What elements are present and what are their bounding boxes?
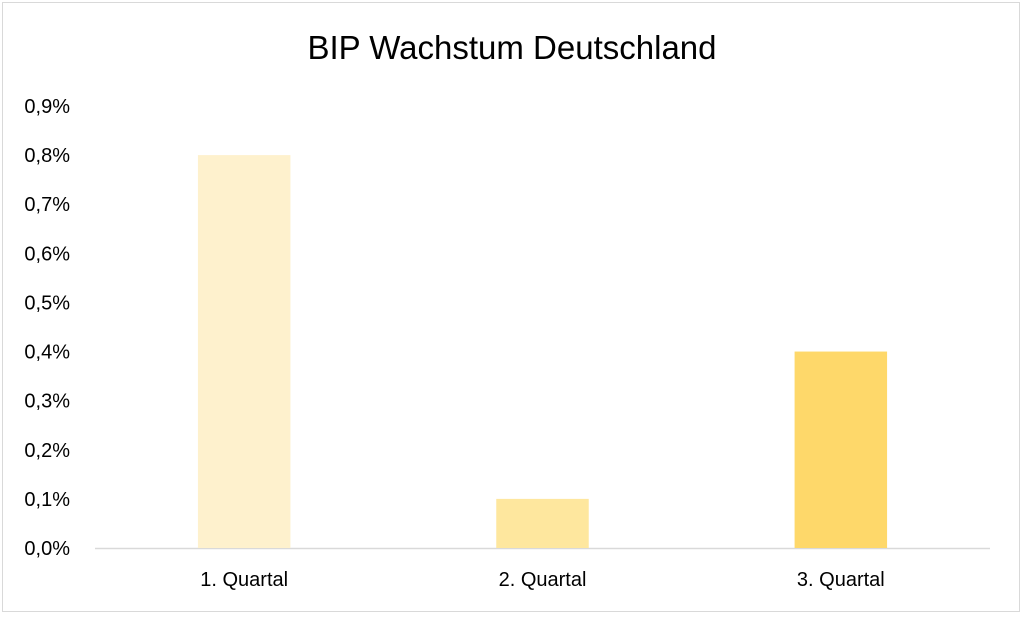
y-tick-label: 0,1% — [24, 489, 70, 511]
bar-1 — [197, 155, 291, 548]
y-tick-label: 0,2% — [24, 440, 70, 462]
x-tick-label: 3. Quartal — [797, 569, 885, 591]
y-tick-label: 0,5% — [24, 292, 70, 314]
y-tick-label: 0,3% — [24, 391, 70, 413]
y-tick-label: 0,8% — [24, 145, 70, 167]
y-tick-label: 0,4% — [24, 342, 70, 364]
y-tick-label: 0,6% — [24, 243, 70, 265]
y-axis-labels: 0,0% 0,1% 0,2% 0,3% 0,4% 0,5% 0,6% 0,7% 0,8% 0,9% — [24, 96, 70, 560]
x-tick-label: 1. Quartal — [200, 569, 288, 591]
bar-2 — [496, 498, 589, 548]
x-axis-labels: 1. Quartal 2. Quartal 3. Quartal — [200, 569, 884, 591]
bars — [197, 155, 888, 548]
y-tick-label: 0,7% — [24, 194, 70, 216]
chart-title: BIP Wachstum Deutschland — [307, 29, 717, 66]
y-tick-label: 0,0% — [24, 538, 70, 560]
bar-3 — [794, 351, 888, 548]
x-tick-label: 2. Quartal — [499, 569, 587, 591]
y-tick-label: 0,9% — [24, 96, 70, 118]
